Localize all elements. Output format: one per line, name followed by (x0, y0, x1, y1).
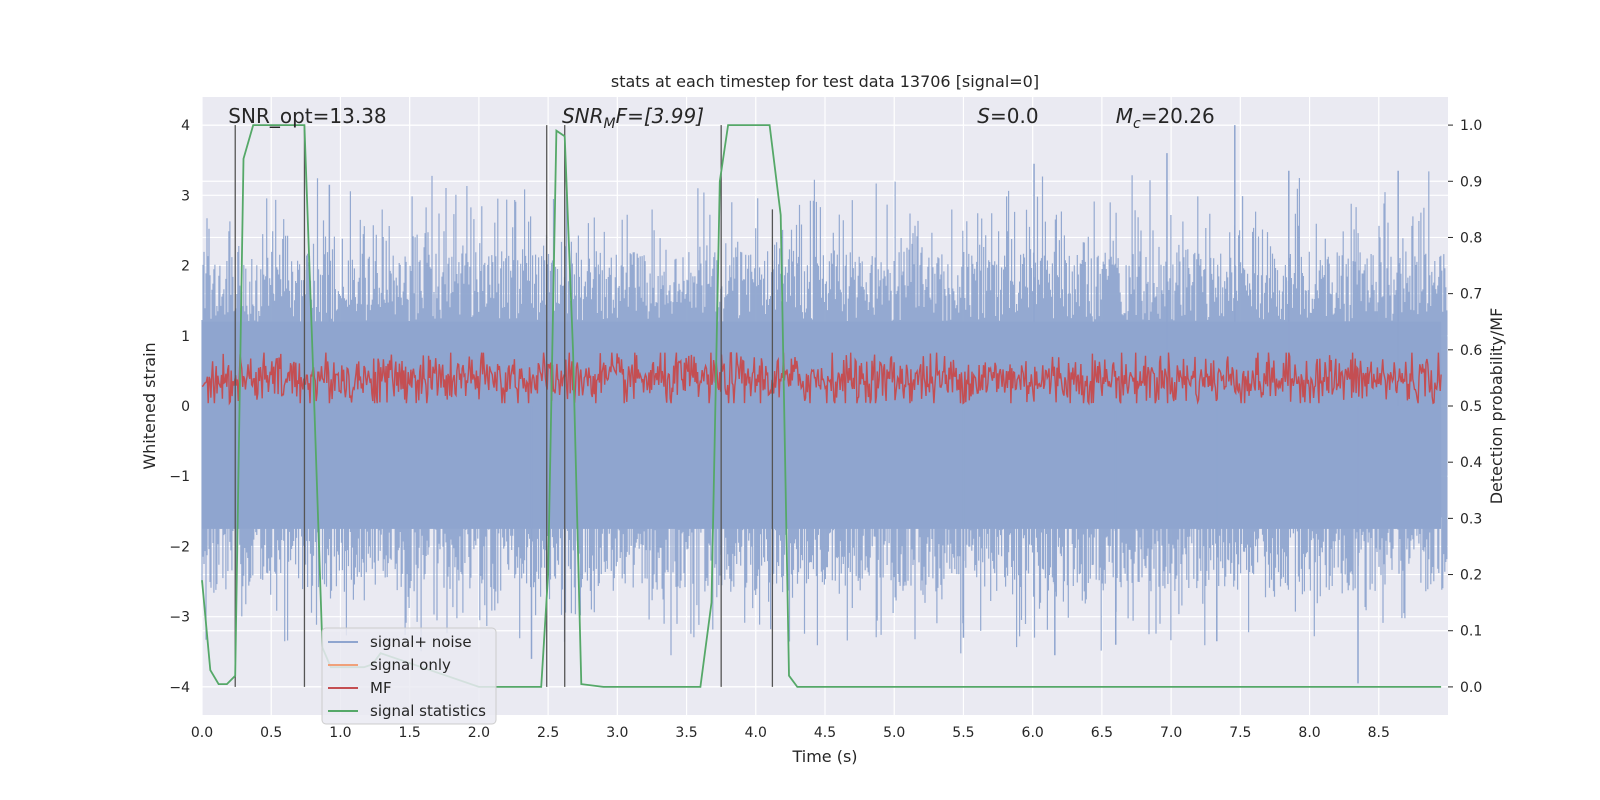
y-axis-label-left: Whitened strain (140, 342, 159, 469)
legend-box (321, 627, 497, 725)
legend-label: signal+ noise (370, 633, 472, 651)
x-tick-label: 3.5 (675, 725, 697, 741)
y-tick-label-right: 0.1 (1460, 624, 1482, 640)
y-tick-label-right: 0.9 (1460, 174, 1482, 190)
annotations: SNR_opt=13.38 SNRMF=[3.99] S=0.0 Mc=20.26 (228, 104, 1214, 132)
y-tick-label-left: −2 (169, 539, 190, 555)
y-tick-label-right: 0.5 (1460, 399, 1482, 415)
x-tick-label: 4.0 (745, 725, 767, 741)
x-tick-label: 4.5 (814, 725, 836, 741)
x-tick-label: 8.0 (1298, 725, 1320, 741)
annotation: SNR_opt=13.38 (228, 104, 386, 128)
y-tick-label-right: 0.2 (1460, 568, 1482, 584)
y-tick-label-right: 0.4 (1460, 455, 1482, 471)
annotation: Mc=20.26 (1116, 104, 1215, 132)
x-tick-label: 3.0 (606, 725, 628, 741)
annotation: SNRMF=[3.99] (562, 104, 704, 132)
x-tick-label: 5.5 (952, 725, 974, 741)
y-tick-label-left: 0 (181, 399, 190, 415)
x-tick-label: 6.5 (1091, 725, 1113, 741)
legend-label: signal only (370, 656, 451, 674)
y-tick-label-left: −3 (169, 610, 190, 626)
x-tick-label: 7.5 (1229, 725, 1251, 741)
x-tick-label: 0.5 (260, 725, 282, 741)
y-tick-label-left: 2 (181, 259, 190, 275)
y-tick-label-right: 0.0 (1460, 680, 1482, 696)
legend-label: MF (370, 679, 392, 697)
x-tick-label: 0.0 (191, 725, 213, 741)
y-tick-label-left: −1 (169, 469, 190, 485)
mf-trace (201, 352, 1442, 406)
legend-label: signal statistics (370, 702, 486, 720)
x-tick-label: 2.5 (537, 725, 559, 741)
x-tick-label: 1.5 (399, 725, 421, 741)
x-axis-label: Time (s) (791, 747, 857, 766)
vertical-markers (234, 125, 774, 687)
y-tick-label-left: 1 (181, 329, 190, 345)
x-tick-label: 1.0 (329, 725, 351, 741)
y-tick-label-right: 1.0 (1460, 118, 1482, 134)
y-tick-label-right: 0.6 (1460, 343, 1482, 359)
axes: 0.0 0.5 1.0 1.5 2.0 2.5 3.0 3.5 4.0 4.5 5.0 5.5 6.0 6… (169, 118, 1482, 741)
series-signal-noise (201, 125, 1448, 684)
y-tick-label-left: −4 (169, 680, 190, 696)
chart-title: stats at each timestep for test data 137… (611, 72, 1039, 91)
y-tick-label-left: 3 (181, 188, 190, 204)
x-tick-label: 2.0 (468, 725, 490, 741)
x-tick-label: 8.5 (1368, 725, 1390, 741)
legend: signal+ noise signal only MF signal statist… (321, 627, 497, 725)
y-tick-label-right: 0.3 (1460, 511, 1482, 527)
series-signal-statistics (201, 124, 1442, 688)
y-tick-label-right: 0.7 (1460, 287, 1482, 303)
noise-core (202, 321, 1442, 529)
x-tick-label: 5.0 (883, 725, 905, 741)
x-tick-label: 6.0 (1022, 725, 1044, 741)
signal-statistics-line (201, 124, 1442, 688)
annotation: S=0.0 (977, 104, 1038, 128)
x-tick-label: 7.0 (1160, 725, 1182, 741)
y-tick-label-right: 0.8 (1460, 230, 1482, 246)
y-axis-label-right: Detection probability/MF (1487, 308, 1506, 505)
y-tick-label-left: 4 (181, 118, 190, 134)
series-mf (201, 352, 1442, 406)
